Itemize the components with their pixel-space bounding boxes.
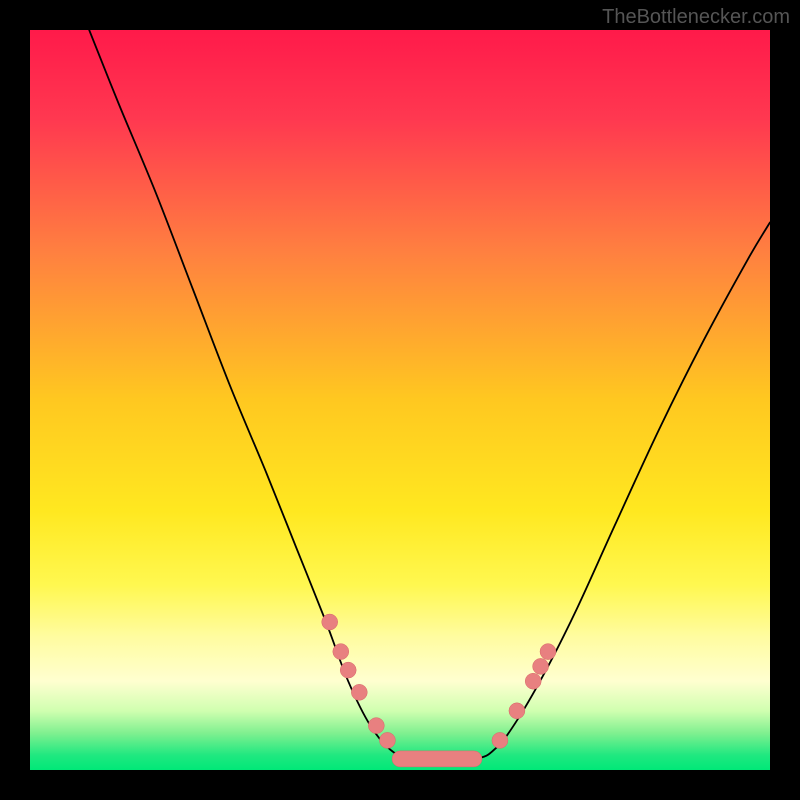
marker-left [333,644,349,660]
marker-right [509,703,525,719]
marker-right [525,673,541,689]
chart-container: TheBottlenecker.com [0,0,800,800]
marker-right [533,658,549,674]
plot-gradient [30,30,770,770]
marker-left [340,662,356,678]
marker-left [368,718,384,734]
marker-left [322,614,338,630]
bottleneck-chart [0,0,800,800]
marker-right [492,732,508,748]
marker-left [379,732,395,748]
marker-left [351,684,367,700]
watermark-text: TheBottlenecker.com [602,6,790,29]
flat-segment-pill [392,751,482,767]
marker-right [540,644,556,660]
